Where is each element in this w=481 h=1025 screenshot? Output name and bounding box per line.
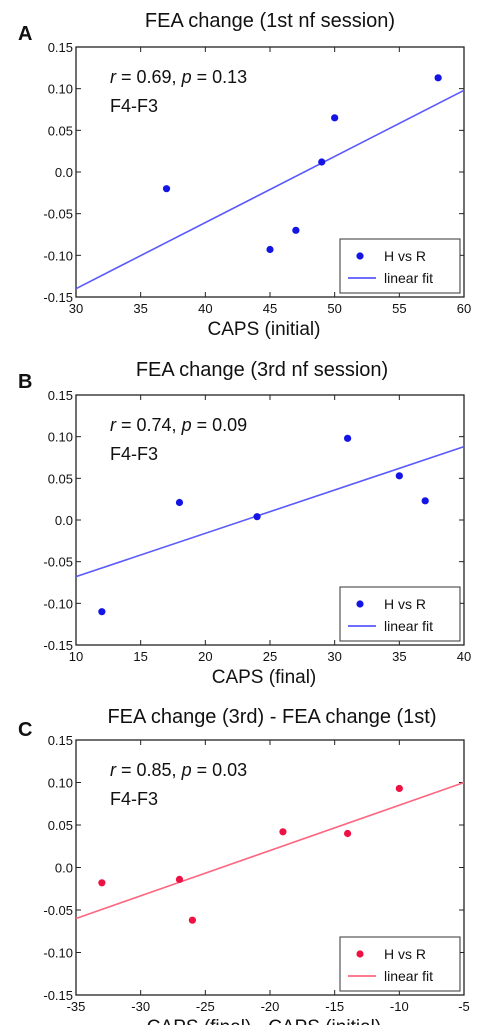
y-tick-label: 0.10 [48,776,73,791]
data-point [292,226,300,234]
x-tick-label: 40 [198,301,212,316]
x-tick-label: 25 [263,649,277,664]
data-point [395,472,403,480]
data-point [253,513,261,521]
stat-annotation: r = 0.74, p = 0.09 [110,415,247,435]
x-tick-label: 60 [457,301,471,316]
data-point [279,828,287,836]
panel-label: A [18,23,32,45]
y-tick-label: -0.10 [43,248,73,263]
chart-panel-c: C FEA change (3rd) - FEA change (1st) 0.15… [18,706,470,1025]
channel-annotation: F4-F3 [110,789,158,809]
y-tick-label: 0.15 [48,388,73,403]
y-tick-label: -0.15 [43,638,73,653]
x-tick-label: 15 [133,649,147,664]
y-tick-label: 0.0 [55,861,73,876]
x-tick-label: 50 [327,301,341,316]
linear-fit-line [75,445,465,578]
x-axis-label: CAPS (final) - CAPS (initial) [147,1017,381,1025]
channel-annotation: F4-F3 [110,444,158,464]
y-tick-label: 0.10 [48,82,73,97]
data-point [344,829,352,838]
x-tick-label: -20 [261,999,280,1014]
x-tick-label: -15 [325,999,344,1014]
x-tick-label: 55 [392,301,406,316]
data-point [331,114,339,122]
y-tick-label: 0.0 [55,165,73,180]
chart-title: FEA change (3rd nf session) [136,359,388,381]
legend-label: linear fit [384,968,433,984]
y-tick-label: 0.0 [55,513,73,528]
data-point [395,784,403,793]
x-tick-label: 30 [69,301,83,316]
legend-marker [356,252,364,260]
panel-label: B [18,371,32,393]
data-point [98,879,106,887]
data-point [344,434,352,442]
legend: H vs R linear fit [339,238,461,294]
legend-marker [356,950,364,958]
chart-title: FEA change (1st nf session) [145,10,395,32]
x-tick-label: -5 [458,999,470,1014]
y-tick-label: -0.05 [43,555,73,570]
x-tick-label: 20 [198,649,212,664]
data-point [175,498,184,507]
y-tick-label: 0.15 [48,733,73,748]
data-point [434,74,442,82]
x-tick-label: -30 [131,999,150,1014]
data-point [421,497,429,505]
legend: H vs R linear fit [339,936,461,992]
chart-title: FEA change (3rd) - FEA change (1st) [107,706,436,728]
y-tick-label: -0.05 [43,207,73,222]
y-tick-label: -0.15 [43,988,73,1003]
x-tick-label: -25 [196,999,215,1014]
x-axis-label: CAPS (initial) [208,319,321,340]
data-point [188,916,196,924]
x-tick-label: -10 [390,999,409,1014]
y-tick-label: -0.15 [43,290,73,305]
data-point [98,608,106,616]
y-tick-label: -0.05 [43,903,73,918]
legend: H vs R linear fit [339,586,461,642]
x-tick-label: 30 [327,649,341,664]
stat-annotation: r = 0.85, p = 0.03 [110,760,247,780]
y-tick-label: -0.10 [43,946,73,961]
data-point [162,185,171,193]
x-tick-label: 10 [69,649,83,664]
data-point [266,245,274,254]
legend-label: H vs R [384,946,426,962]
x-tick-label: 45 [263,301,277,316]
x-tick-label: 35 [133,301,147,316]
legend-label: H vs R [384,596,426,612]
legend-box [339,936,461,992]
channel-annotation: F4-F3 [110,96,158,116]
linear-fit-line [75,781,465,920]
x-tick-label: 40 [457,649,471,664]
y-tick-label: 0.15 [48,40,73,55]
y-tick-label: 0.05 [48,123,73,138]
y-tick-label: 0.05 [48,818,73,833]
legend-marker [356,600,364,608]
x-tick-label: -35 [67,999,86,1014]
x-axis-label: CAPS (final) [212,667,317,688]
panel-label: C [18,719,32,741]
y-tick-label: 0.05 [48,471,73,486]
legend-box [339,238,461,294]
legend-label: H vs R [384,248,426,264]
x-tick-label: 35 [392,649,406,664]
legend-box [339,586,461,642]
y-tick-label: -0.10 [43,596,73,611]
legend-label: linear fit [384,270,433,286]
y-tick-label: 0.10 [48,430,73,445]
data-point [175,875,184,884]
chart-panel-b: B FEA change (3rd nf session) 0.15 0.10 0.05… [18,359,471,688]
linear-fit-line [75,89,465,290]
legend-label: linear fit [384,618,433,634]
stat-annotation: r = 0.69, p = 0.13 [110,67,247,87]
data-point [318,158,326,166]
